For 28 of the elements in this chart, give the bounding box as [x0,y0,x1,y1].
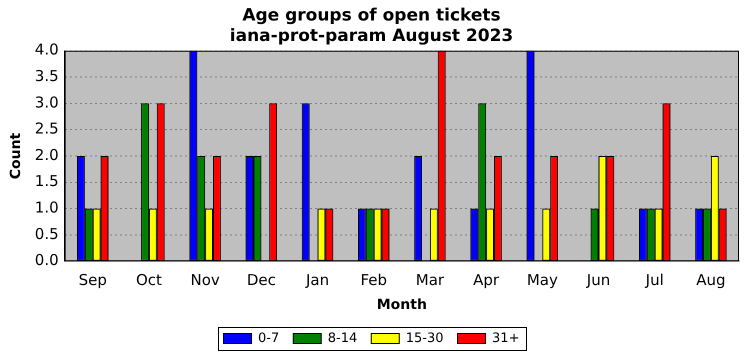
x-tick-label: Sep [78,271,107,290]
chart-title: Age groups of open tickets iana-prot-param August 2023 [230,6,514,46]
x-axis-title: Month [376,297,427,314]
legend-label: 8-14 [328,330,358,346]
x-tick-label: Dec [246,271,276,290]
y-tick-label: 2.5 [34,120,59,138]
legend-label: 15-30 [406,330,444,346]
x-tick-label: Jul [644,271,664,290]
y-tick-label: 0.5 [34,224,59,243]
x-tick-label: Aug [696,271,726,290]
y-tick-label: 3.5 [34,66,59,85]
x-tick-label: May [526,271,558,290]
x-tick-label: Mar [416,271,445,290]
x-tick-label: Jan [304,271,330,290]
y-tick-label: 2.0 [34,146,59,164]
legend-label: 31+ [492,330,520,346]
legend-label: 0-7 [258,330,280,346]
x-tick-label: Feb [360,271,388,290]
x-tick-label: Oct [136,271,162,290]
y-tick-label: 0.0 [34,251,59,270]
y-tick-label: 1.5 [34,172,59,190]
y-tick-label: 4.0 [34,40,59,59]
y-tick-label: 3.0 [34,93,59,112]
y-axis-title: Count [8,132,24,180]
y-tick-label: 1.0 [34,198,59,216]
x-tick-label: Jun [586,271,610,290]
x-tick-label: Apr [473,271,500,290]
x-tick-label: Nov [190,271,220,290]
